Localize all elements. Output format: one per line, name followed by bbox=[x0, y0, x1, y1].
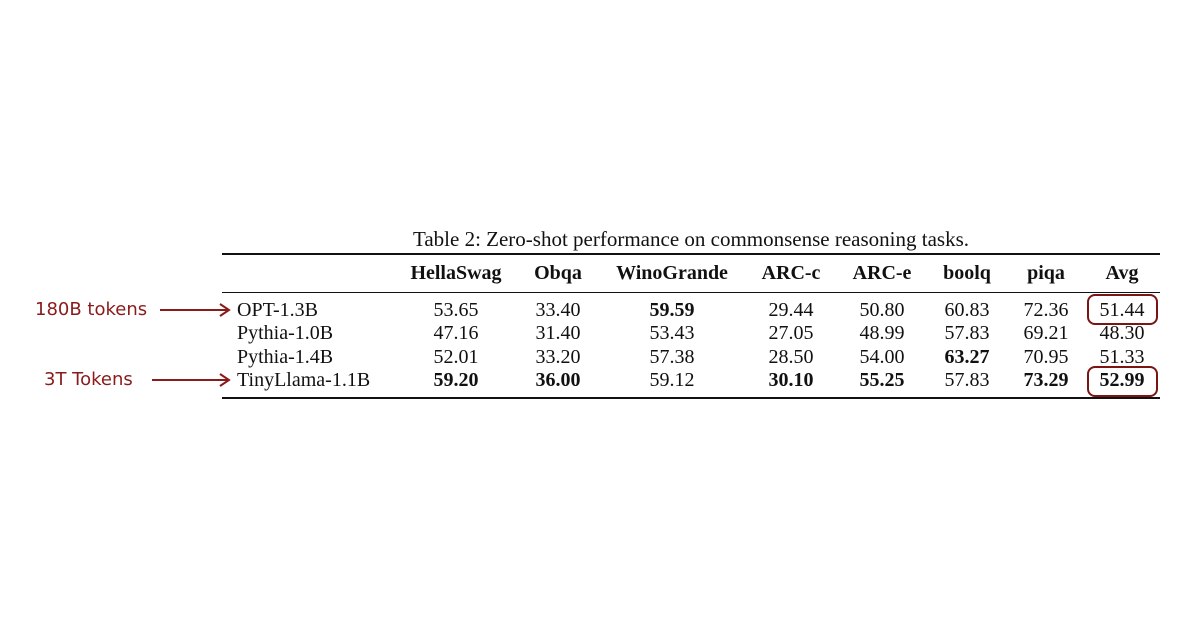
table-cell-value: 51.44 bbox=[1099, 299, 1145, 321]
avg-highlight-box-tinyllama bbox=[1087, 366, 1158, 397]
table-cell-value: 69.21 bbox=[1023, 322, 1069, 344]
column-header-boolq: boolq bbox=[943, 262, 991, 284]
table-cell-value: 36.00 bbox=[535, 369, 581, 391]
column-header-avg: Avg bbox=[1105, 262, 1139, 284]
table-cell-value: 48.99 bbox=[859, 322, 905, 344]
table-cell-value: 54.00 bbox=[859, 346, 905, 368]
column-header-obqa: Obqa bbox=[534, 262, 582, 284]
table-cell-value: 55.25 bbox=[859, 369, 905, 391]
table-cell-value: 73.29 bbox=[1023, 369, 1069, 391]
table-cell-value: 70.95 bbox=[1023, 346, 1069, 368]
table-cell-value: 57.83 bbox=[944, 322, 990, 344]
table-row-model-name: Pythia-1.4B bbox=[237, 346, 334, 368]
table-bottom-rule bbox=[222, 397, 1160, 399]
table-cell-value: 50.80 bbox=[859, 299, 905, 321]
column-header-winogrande: WinoGrande bbox=[616, 262, 728, 284]
table-cell-value: 53.43 bbox=[649, 322, 695, 344]
table-cell-value: 29.44 bbox=[768, 299, 814, 321]
table-cell-value: 72.36 bbox=[1023, 299, 1069, 321]
annotation-label-tinyllama: 3T Tokens bbox=[44, 369, 133, 390]
table-row-model-name: TinyLlama-1.1B bbox=[237, 369, 371, 391]
table-cell-value: 52.01 bbox=[433, 346, 479, 368]
table-cell-value: 60.83 bbox=[944, 299, 990, 321]
table-cell-value: 30.10 bbox=[768, 369, 814, 391]
avg-highlight-box-opt bbox=[1087, 294, 1158, 325]
table-cell-value: 47.16 bbox=[433, 322, 479, 344]
table-cell-value: 33.20 bbox=[535, 346, 581, 368]
table-cell-value: 59.12 bbox=[649, 369, 695, 391]
annotation-arrow-opt bbox=[160, 303, 231, 317]
table-cell-value: 48.30 bbox=[1099, 322, 1145, 344]
column-header-piqa: piqa bbox=[1027, 262, 1065, 284]
table-cell-value: 59.59 bbox=[649, 299, 695, 321]
table-cell-value: 51.33 bbox=[1099, 346, 1145, 368]
table-cell-value: 63.27 bbox=[944, 346, 990, 368]
column-header-hellaswag: HellaSwag bbox=[410, 262, 502, 284]
table-cell-value: 27.05 bbox=[768, 322, 814, 344]
column-header-arc-e: ARC-e bbox=[852, 262, 912, 284]
table-header-rule bbox=[222, 292, 1160, 293]
table-top-rule bbox=[222, 253, 1160, 255]
table-row-model-name: OPT-1.3B bbox=[237, 299, 318, 321]
annotation-arrow-tinyllama bbox=[152, 373, 231, 387]
table-cell-value: 33.40 bbox=[535, 299, 581, 321]
table-cell-value: 53.65 bbox=[433, 299, 479, 321]
column-header-arc-c: ARC-c bbox=[761, 262, 821, 284]
table-cell-value: 28.50 bbox=[768, 346, 814, 368]
table-cell-value: 52.99 bbox=[1099, 369, 1145, 391]
table-cell-value: 59.20 bbox=[433, 369, 479, 391]
table-caption: Table 2: Zero-shot performance on common… bbox=[412, 227, 970, 251]
table-row-model-name: Pythia-1.0B bbox=[237, 322, 334, 344]
annotation-label-opt: 180B tokens bbox=[35, 299, 148, 320]
table-cell-value: 57.83 bbox=[944, 369, 990, 391]
table-cell-value: 31.40 bbox=[535, 322, 581, 344]
table-cell-value: 57.38 bbox=[649, 346, 695, 368]
